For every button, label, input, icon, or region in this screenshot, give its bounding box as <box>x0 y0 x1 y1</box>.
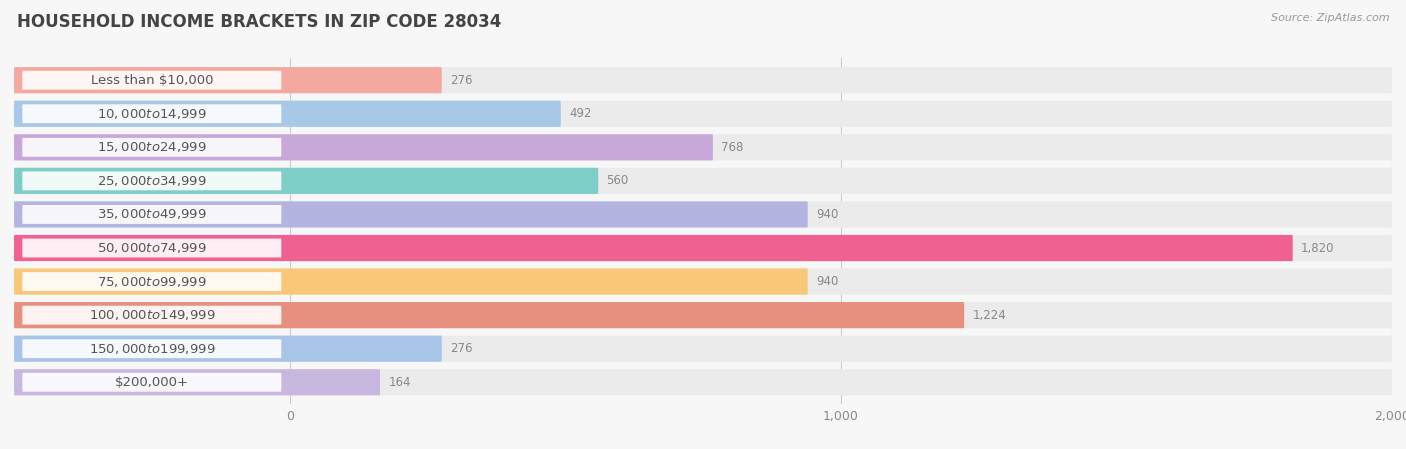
FancyBboxPatch shape <box>14 369 1392 396</box>
Text: $10,000 to $14,999: $10,000 to $14,999 <box>97 107 207 121</box>
FancyBboxPatch shape <box>14 269 807 295</box>
Text: $150,000 to $199,999: $150,000 to $199,999 <box>89 342 215 356</box>
Text: $35,000 to $49,999: $35,000 to $49,999 <box>97 207 207 221</box>
FancyBboxPatch shape <box>14 201 1392 228</box>
FancyBboxPatch shape <box>14 369 380 396</box>
Text: 276: 276 <box>450 74 472 87</box>
Text: 1,224: 1,224 <box>973 308 1007 321</box>
Text: $50,000 to $74,999: $50,000 to $74,999 <box>97 241 207 255</box>
Text: HOUSEHOLD INCOME BRACKETS IN ZIP CODE 28034: HOUSEHOLD INCOME BRACKETS IN ZIP CODE 28… <box>17 13 502 31</box>
FancyBboxPatch shape <box>14 335 441 362</box>
FancyBboxPatch shape <box>22 205 281 224</box>
Text: $75,000 to $99,999: $75,000 to $99,999 <box>97 275 207 289</box>
FancyBboxPatch shape <box>14 101 561 127</box>
FancyBboxPatch shape <box>14 235 1392 261</box>
FancyBboxPatch shape <box>22 138 281 157</box>
Text: $25,000 to $34,999: $25,000 to $34,999 <box>97 174 207 188</box>
FancyBboxPatch shape <box>14 302 1392 328</box>
FancyBboxPatch shape <box>22 104 281 123</box>
Text: 1,820: 1,820 <box>1301 242 1334 255</box>
FancyBboxPatch shape <box>22 71 281 90</box>
FancyBboxPatch shape <box>14 134 713 160</box>
Text: Less than $10,000: Less than $10,000 <box>90 74 214 87</box>
Text: 492: 492 <box>569 107 592 120</box>
Text: 768: 768 <box>721 141 744 154</box>
FancyBboxPatch shape <box>14 201 807 228</box>
Text: 164: 164 <box>388 376 411 389</box>
Text: 560: 560 <box>606 174 628 187</box>
Text: $100,000 to $149,999: $100,000 to $149,999 <box>89 308 215 322</box>
Text: Source: ZipAtlas.com: Source: ZipAtlas.com <box>1271 13 1389 23</box>
Text: $200,000+: $200,000+ <box>115 376 188 389</box>
FancyBboxPatch shape <box>14 67 1392 93</box>
FancyBboxPatch shape <box>14 168 599 194</box>
Text: 276: 276 <box>450 342 472 355</box>
FancyBboxPatch shape <box>14 269 1392 295</box>
FancyBboxPatch shape <box>22 306 281 325</box>
FancyBboxPatch shape <box>22 238 281 257</box>
FancyBboxPatch shape <box>14 235 1292 261</box>
Text: 940: 940 <box>815 275 838 288</box>
Text: $15,000 to $24,999: $15,000 to $24,999 <box>97 141 207 154</box>
FancyBboxPatch shape <box>22 339 281 358</box>
FancyBboxPatch shape <box>14 101 1392 127</box>
FancyBboxPatch shape <box>14 302 965 328</box>
FancyBboxPatch shape <box>14 134 1392 160</box>
FancyBboxPatch shape <box>14 335 1392 362</box>
FancyBboxPatch shape <box>22 373 281 392</box>
FancyBboxPatch shape <box>14 67 441 93</box>
Text: 940: 940 <box>815 208 838 221</box>
FancyBboxPatch shape <box>22 272 281 291</box>
FancyBboxPatch shape <box>14 168 1392 194</box>
FancyBboxPatch shape <box>22 172 281 190</box>
